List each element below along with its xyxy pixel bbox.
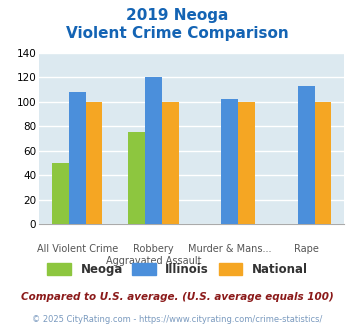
Text: Aggravated Assault: Aggravated Assault: [106, 256, 201, 266]
Text: Violent Crime Comparison: Violent Crime Comparison: [66, 26, 289, 41]
Bar: [222, 99, 238, 224]
Bar: [52, 163, 69, 224]
Bar: [298, 86, 315, 224]
Bar: [145, 77, 162, 224]
Bar: [86, 102, 102, 224]
Bar: [69, 92, 86, 224]
Text: 2019 Neoga: 2019 Neoga: [126, 8, 229, 23]
Text: © 2025 CityRating.com - https://www.cityrating.com/crime-statistics/: © 2025 CityRating.com - https://www.city…: [32, 315, 323, 324]
Text: Rape: Rape: [294, 244, 319, 254]
Bar: [315, 102, 331, 224]
Bar: [129, 132, 145, 224]
Text: All Violent Crime: All Violent Crime: [37, 244, 118, 254]
Bar: [238, 102, 255, 224]
Text: Robbery: Robbery: [133, 244, 174, 254]
Text: Murder & Mans...: Murder & Mans...: [188, 244, 272, 254]
Text: Compared to U.S. average. (U.S. average equals 100): Compared to U.S. average. (U.S. average …: [21, 292, 334, 302]
Bar: [162, 102, 179, 224]
Legend: Neoga, Illinois, National: Neoga, Illinois, National: [43, 258, 312, 281]
